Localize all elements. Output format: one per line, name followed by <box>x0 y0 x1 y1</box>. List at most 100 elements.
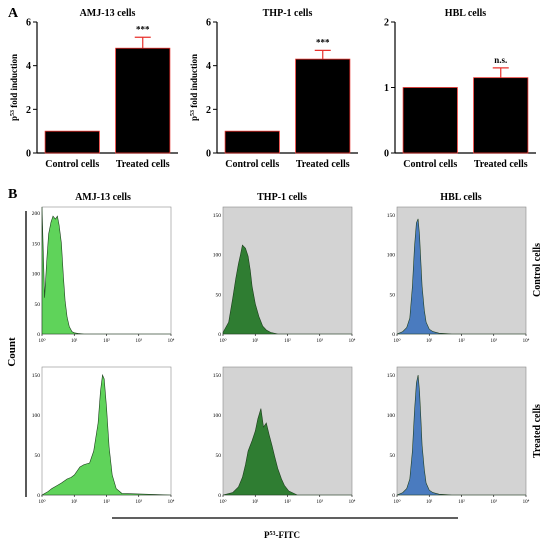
bar-chart-3: HBL cells 0 1 2 Control cells n.s. Treated cel… <box>384 8 536 170</box>
bar-charts: AMJ-13 cells 0 2 4 6 p53 fold induction Contro… <box>9 8 536 170</box>
significance-label: *** <box>136 24 150 34</box>
plot-area <box>222 366 353 496</box>
bar <box>402 87 458 154</box>
y-tick-label: 2 <box>206 105 211 116</box>
category-label: Control cells <box>225 159 279 170</box>
x-tick-label: 10³ <box>491 499 498 505</box>
y-tick-label: 100 <box>32 413 41 419</box>
y-tick-label: 4 <box>26 61 31 72</box>
x-tick-label: 10² <box>103 338 110 344</box>
y-tick-label: 100 <box>32 272 41 278</box>
category-label: Treated cells <box>296 159 350 170</box>
x-tick-label: 10⁰ <box>393 338 400 344</box>
flow-histogram-2-1: 10⁰ 10¹ 10² 10³ 10⁴ 0 50 100 150 <box>32 366 175 505</box>
y-tick-label: 6 <box>206 18 211 29</box>
x-tick-label: 10² <box>284 338 291 344</box>
x-tick-label: 10⁰ <box>219 499 226 505</box>
x-tick-label: 10⁰ <box>38 338 45 344</box>
y-tick-label: 50 <box>216 453 222 459</box>
flow-row-label: Control cells <box>532 243 543 297</box>
y-tick-label: 50 <box>390 453 396 459</box>
y-tick-label: 100 <box>387 253 396 259</box>
y-tick-label: 100 <box>213 253 222 259</box>
bar <box>295 58 351 154</box>
y-tick-label: 6 <box>26 18 31 29</box>
y-tick-label: 50 <box>35 302 41 308</box>
panel-label-a: A <box>8 6 19 21</box>
y-tick-label: 150 <box>32 373 41 379</box>
y-tick-label: 0 <box>218 493 221 499</box>
x-tick-label: 10³ <box>317 338 324 344</box>
flow-histogram-1-3: 10⁰ 10¹ 10² 10³ 10⁴ 0 50 100 150 <box>387 206 530 344</box>
x-tick-label: 10⁴ <box>168 499 175 505</box>
x-tick-label: 10⁴ <box>523 499 530 505</box>
flow-column-title: HBL cells <box>440 192 482 203</box>
y-tick-label: 1 <box>384 83 389 94</box>
y-axis-label: p53 fold induction <box>9 54 19 121</box>
bar-chart-1: AMJ-13 cells 0 2 4 6 p53 fold induction Contro… <box>9 8 178 170</box>
bar <box>115 47 171 154</box>
flow-row-label: Treated cells <box>532 404 543 458</box>
y-tick-label: 150 <box>387 373 396 379</box>
x-tick-label: 10³ <box>317 499 324 505</box>
flow-histogram-1-1: 10⁰ 10¹ 10² 10³ 10⁴ 0 50 100 150 200 <box>32 206 175 344</box>
x-tick-label: 10² <box>103 499 110 505</box>
significance-label: *** <box>316 37 330 47</box>
x-tick-label: 10¹ <box>252 338 259 344</box>
category-label: Treated cells <box>116 159 170 170</box>
y-tick-label: 150 <box>387 213 396 219</box>
y-axis-label: p53 fold induction <box>189 54 199 121</box>
y-tick-label: 0 <box>37 493 40 499</box>
x-tick-label: 10³ <box>491 338 498 344</box>
significance-label: n.s. <box>494 55 507 65</box>
histogram-area <box>40 373 172 496</box>
y-tick-label: 100 <box>213 413 222 419</box>
y-tick-label: 0 <box>384 149 389 160</box>
y-tick-label: 0 <box>392 493 395 499</box>
flow-histogram-2-3: 10⁰ 10¹ 10² 10³ 10⁴ 0 50 100 150 <box>387 366 530 505</box>
x-tick-label: 10² <box>458 499 465 505</box>
category-label: Treated cells <box>474 159 528 170</box>
y-tick-label: 0 <box>392 332 395 338</box>
panel-label-b: B <box>8 187 17 202</box>
y-tick-label: 0 <box>37 332 40 338</box>
y-tick-label: 50 <box>216 292 222 298</box>
y-tick-label: 50 <box>35 453 41 459</box>
flow-histogram-1-2: 10⁰ 10¹ 10² 10³ 10⁴ 0 50 100 150 <box>213 206 356 344</box>
y-tick-label: 50 <box>390 292 396 298</box>
category-label: Control cells <box>45 159 99 170</box>
flow-column-title: THP-1 cells <box>257 192 307 203</box>
y-tick-label: 150 <box>32 241 41 247</box>
x-tick-label: 10⁴ <box>168 338 175 344</box>
chart-title: AMJ-13 cells <box>80 8 136 19</box>
x-tick-label: 10¹ <box>426 338 433 344</box>
histogram-area <box>41 206 171 335</box>
x-tick-label: 10⁰ <box>393 499 400 505</box>
histogram-area <box>396 374 526 496</box>
bar <box>224 130 280 154</box>
y-tick-label: 4 <box>206 61 211 72</box>
x-tick-label: 10¹ <box>71 499 78 505</box>
y-tick-label: 100 <box>387 413 396 419</box>
chart-title: HBL cells <box>445 8 487 19</box>
x-tick-label: 10¹ <box>426 499 433 505</box>
x-tick-label: 10⁴ <box>349 338 356 344</box>
histogram-area <box>222 408 352 496</box>
y-tick-label: 0 <box>26 149 31 160</box>
bar <box>473 77 529 154</box>
x-tick-label: 10⁴ <box>349 499 356 505</box>
y-tick-label: 200 <box>32 211 41 217</box>
x-tick-label: 10³ <box>136 499 143 505</box>
x-tick-label: 10³ <box>136 338 143 344</box>
x-tick-label: 10² <box>458 338 465 344</box>
x-tick-label: 10¹ <box>71 338 78 344</box>
count-axis-label: Count <box>6 337 18 367</box>
histogram-area <box>396 218 526 335</box>
y-tick-label: 0 <box>218 332 221 338</box>
category-label: Control cells <box>403 159 457 170</box>
y-tick-label: 2 <box>384 18 389 29</box>
bar <box>44 130 100 154</box>
y-tick-label: 2 <box>26 105 31 116</box>
